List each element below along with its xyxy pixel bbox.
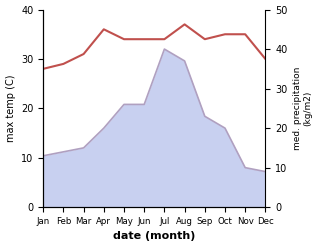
- Y-axis label: max temp (C): max temp (C): [5, 75, 16, 142]
- Y-axis label: med. precipitation
(kg/m2): med. precipitation (kg/m2): [293, 67, 313, 150]
- X-axis label: date (month): date (month): [113, 231, 196, 242]
